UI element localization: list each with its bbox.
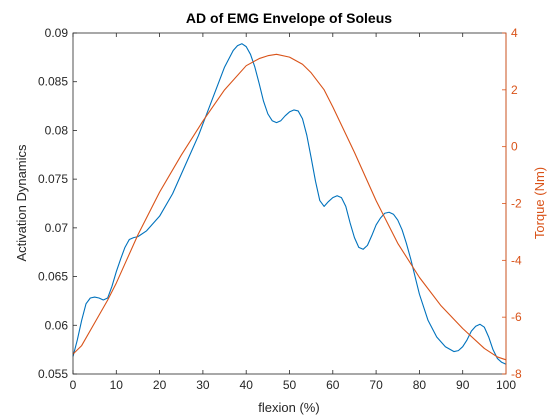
x-tick-label: 40 bbox=[240, 378, 254, 392]
y-left-tick-label: 0.07 bbox=[45, 221, 69, 235]
y-axis-right-label: Torque (Nm) bbox=[532, 167, 547, 239]
x-tick-label: 70 bbox=[369, 378, 383, 392]
x-tick-label: 0 bbox=[70, 378, 77, 392]
y-right-tick-label: -4 bbox=[511, 253, 522, 267]
y-axis-left: 0.055 0.06 0.065 0.07 0.075 0.08 0.085 0.09 bbox=[38, 26, 77, 381]
y-right-tick-label: 0 bbox=[511, 140, 518, 154]
plot-area bbox=[72, 43, 507, 365]
y-left-tick-label: 0.075 bbox=[38, 172, 68, 186]
x-tick-label: 100 bbox=[496, 378, 516, 392]
y-right-tick-label: -8 bbox=[511, 367, 522, 381]
y-axis-right: -8 -6 -4 -2 0 2 4 bbox=[502, 26, 522, 381]
x-tick-label: 20 bbox=[153, 378, 167, 392]
y-right-tick-label: 4 bbox=[511, 26, 518, 40]
x-tick-label: 80 bbox=[413, 378, 427, 392]
x-axis-label: flexion (%) bbox=[258, 400, 319, 415]
chart-title: AD of EMG Envelope of Soleus bbox=[186, 10, 392, 26]
y-left-tick-label: 0.065 bbox=[38, 270, 68, 284]
x-tick-label: 10 bbox=[110, 378, 124, 392]
y-axis-left-label: Activation Dynamics bbox=[14, 144, 29, 262]
x-tick-label: 90 bbox=[456, 378, 470, 392]
x-tick-label: 60 bbox=[326, 378, 340, 392]
y-left-tick-label: 0.06 bbox=[45, 318, 69, 332]
x-axis: 0 10 20 30 40 50 60 70 80 90 100 bbox=[70, 33, 516, 392]
y-left-tick-label: 0.055 bbox=[38, 367, 68, 381]
y-left-tick-label: 0.09 bbox=[45, 26, 69, 40]
series-line-right bbox=[72, 53, 507, 361]
x-tick-label: 50 bbox=[283, 378, 297, 392]
y-right-tick-label: -6 bbox=[511, 310, 522, 324]
y-left-tick-label: 0.085 bbox=[38, 75, 68, 89]
axes-box bbox=[72, 32, 507, 375]
y-right-tick-label: -2 bbox=[511, 197, 522, 211]
y-right-tick-label: 2 bbox=[511, 83, 518, 97]
x-tick-label: 30 bbox=[196, 378, 210, 392]
y-left-tick-label: 0.08 bbox=[45, 123, 69, 137]
series-line-left bbox=[72, 43, 507, 365]
